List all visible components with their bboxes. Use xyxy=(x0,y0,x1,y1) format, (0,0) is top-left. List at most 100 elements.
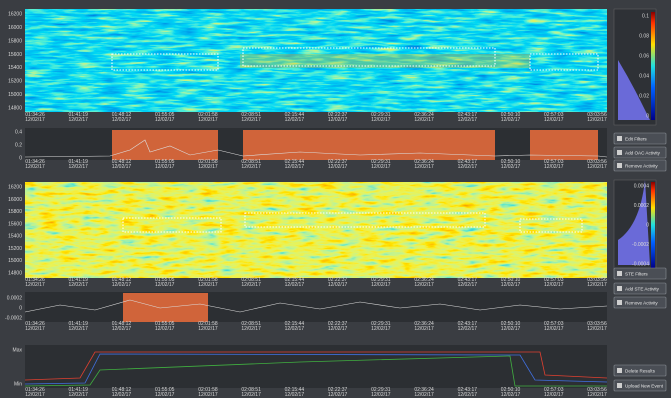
button[interactable] xyxy=(613,379,667,392)
date-label: 12/02/17 xyxy=(371,282,391,288)
button[interactable] xyxy=(613,267,667,280)
time-label: 02:29:31 xyxy=(371,277,391,283)
time-label: 01:41:19 xyxy=(68,159,88,165)
y-label: 14800 xyxy=(8,106,22,112)
date-label: 12/02/17 xyxy=(544,326,564,332)
button-icon[interactable] xyxy=(617,286,622,291)
button[interactable] xyxy=(613,146,667,159)
date-label: 12/02/17 xyxy=(328,164,348,170)
button-icon[interactable] xyxy=(617,136,622,141)
date-label: 12/02/17 xyxy=(501,164,521,170)
button-label[interactable]: Remove Activity xyxy=(625,300,658,305)
date-label: 12/02/17 xyxy=(458,164,478,170)
button-icon[interactable] xyxy=(617,368,622,373)
selection-box[interactable] xyxy=(242,47,496,67)
button-label[interactable]: Upload New Event xyxy=(625,383,664,388)
selection-box[interactable] xyxy=(244,212,486,228)
colorbar xyxy=(651,12,655,120)
time-label: 02:50:10 xyxy=(501,159,521,165)
date-label: 12/02/17 xyxy=(285,282,305,288)
time-label: 01:55:05 xyxy=(155,159,175,165)
activity-region[interactable] xyxy=(243,130,495,160)
selection-box[interactable] xyxy=(519,218,583,233)
time-label: 02:08:51 xyxy=(241,159,261,165)
button-icon[interactable] xyxy=(617,300,622,305)
spectrogram-top xyxy=(25,9,607,112)
time-label: 02:36:24 xyxy=(414,277,434,283)
time-label: 01:55:05 xyxy=(155,112,175,118)
button[interactable] xyxy=(613,364,667,377)
time-label: 02:08:51 xyxy=(241,321,261,327)
date-label: 12/02/17 xyxy=(371,164,391,170)
time-label: 01:34:26 xyxy=(25,387,45,393)
button[interactable] xyxy=(613,159,667,172)
date-label: 12/02/17 xyxy=(414,282,434,288)
y-label: 15000 xyxy=(8,258,22,264)
date-label: 12/02/17 xyxy=(112,117,132,123)
y-label: 16200 xyxy=(8,12,22,18)
colorbar-label: 0.1 xyxy=(642,14,649,20)
date-label: 12/02/17 xyxy=(587,282,607,288)
button-icon[interactable] xyxy=(617,163,622,168)
colorbar-label: 0.08 xyxy=(639,34,649,40)
selection-box[interactable] xyxy=(529,53,599,71)
button-icon[interactable] xyxy=(617,383,622,388)
selection-box[interactable] xyxy=(111,53,219,71)
date-label: 12/02/17 xyxy=(155,117,175,123)
time-label: 01:34:26 xyxy=(25,159,45,165)
y-label: 0 xyxy=(19,306,22,312)
button-label[interactable]: STE Filters xyxy=(625,271,648,276)
button-label[interactable]: Add OAC Activity xyxy=(625,150,661,155)
date-label: 12/02/17 xyxy=(501,117,521,123)
signal-band xyxy=(240,54,530,68)
button-label[interactable]: Remove Activity xyxy=(625,163,658,168)
y-label: -0.0002 xyxy=(5,316,22,322)
button-icon[interactable] xyxy=(617,271,622,276)
time-label: 02:22:37 xyxy=(328,112,348,118)
time-label: 02:43:17 xyxy=(458,387,478,393)
date-label: 12/02/17 xyxy=(112,164,132,170)
time-label: 01:55:05 xyxy=(155,277,175,283)
y-label: 15600 xyxy=(8,221,22,227)
date-label: 12/02/17 xyxy=(587,117,607,123)
time-label: 02:50:10 xyxy=(501,112,521,118)
time-label: 01:41:19 xyxy=(68,277,88,283)
button[interactable] xyxy=(613,132,667,145)
date-label: 12/02/17 xyxy=(328,326,348,332)
date-label: 12/02/17 xyxy=(544,392,564,398)
y-label: 14800 xyxy=(8,271,22,277)
date-label: 12/02/17 xyxy=(414,326,434,332)
button[interactable] xyxy=(613,282,667,295)
colorbar-label: -0.0002 xyxy=(632,242,649,248)
time-label: 02:29:31 xyxy=(371,387,391,393)
button-label[interactable]: Delete Results xyxy=(625,368,656,373)
button[interactable] xyxy=(613,296,667,309)
colorbar-label: 0.0002 xyxy=(634,203,650,209)
date-label: 12/02/17 xyxy=(458,392,478,398)
time-label: 03:03:56 xyxy=(587,277,607,283)
button-icon[interactable] xyxy=(617,150,622,155)
selection-box[interactable] xyxy=(122,217,222,233)
y-label: 15600 xyxy=(8,52,22,58)
date-label: 12/02/17 xyxy=(198,164,218,170)
date-label: 12/02/17 xyxy=(414,117,434,123)
time-label: 01:48:12 xyxy=(112,321,132,327)
date-label: 12/02/17 xyxy=(241,326,261,332)
colorbar-label: 0 xyxy=(646,223,649,229)
date-label: 12/02/17 xyxy=(68,117,88,123)
trend-panel xyxy=(25,345,607,388)
date-label: 12/02/17 xyxy=(198,326,218,332)
y-label: Max xyxy=(13,348,23,354)
time-label: 02:01:58 xyxy=(198,159,218,165)
button-label[interactable]: Add STE Activity xyxy=(625,286,660,291)
time-label: 02:57:03 xyxy=(544,321,564,327)
activity-region[interactable] xyxy=(112,130,218,160)
date-label: 12/02/17 xyxy=(68,392,88,398)
time-label: 02:57:03 xyxy=(544,277,564,283)
date-label: 12/02/17 xyxy=(414,392,434,398)
date-label: 12/02/17 xyxy=(155,392,175,398)
date-label: 12/02/17 xyxy=(458,326,478,332)
y-label: 15000 xyxy=(8,92,22,98)
button-label[interactable]: Edit Filters xyxy=(625,136,647,141)
